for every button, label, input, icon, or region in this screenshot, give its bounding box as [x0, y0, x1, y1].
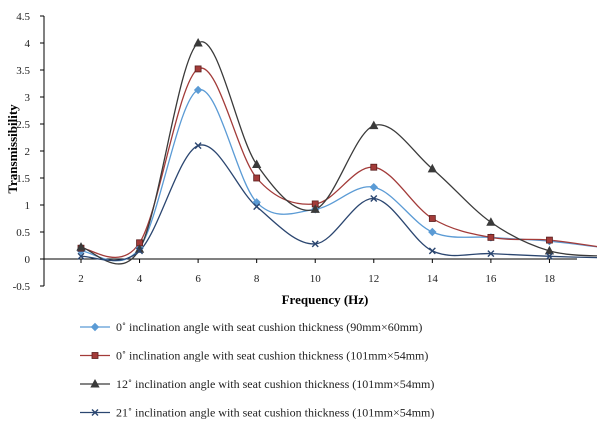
y-tick-label: 0.5 [16, 227, 30, 239]
data-point-series-3 [193, 37, 203, 47]
x-tick-label: 18 [544, 273, 556, 285]
data-point-series-2 [253, 174, 261, 182]
data-point-series-3 [544, 245, 555, 255]
legend-label: 12˚ inclination angle with seat cushion … [116, 377, 434, 391]
data-point-series-4 [77, 252, 85, 260]
data-point-series-1 [193, 85, 203, 95]
data-point-series-4 [428, 247, 436, 255]
y-tick-label: 4 [25, 38, 31, 50]
data-point-series-3 [486, 217, 496, 226]
x-tick-label: 14 [427, 273, 439, 285]
series-line-4 [80, 144, 597, 262]
series-line-3 [80, 41, 597, 265]
y-tick-label: 1 [25, 200, 31, 212]
data-point-series-2 [546, 236, 553, 244]
data-point-series-4 [194, 142, 202, 150]
data-point-series-2 [370, 163, 378, 171]
data-point-series-4 [136, 247, 144, 255]
legend-label: 0˚ inclination angle with seat cushion t… [116, 320, 422, 334]
legend-marker [90, 322, 100, 332]
y-tick-label: -0.5 [13, 281, 31, 293]
data-point-series-3 [76, 242, 86, 251]
series-markers [76, 37, 555, 260]
x-tick-label: 16 [485, 273, 497, 285]
y-tick-label: 3 [25, 92, 31, 104]
legend-marker [91, 409, 99, 416]
y-axis-ticks: -0.5 0 0.5 1 1.5 2 2.5 3 3.5 4 4.5 [13, 11, 44, 293]
x-tick-label: 10 [310, 273, 322, 285]
data-point-series-4 [370, 195, 378, 203]
series-line-1 [80, 89, 597, 262]
data-point-series-4 [545, 252, 553, 260]
data-point-series-2 [194, 65, 202, 73]
x-axis-ticks: 2468101214161820 [78, 259, 556, 285]
data-point-series-3 [369, 120, 379, 130]
data-point-series-4 [253, 203, 261, 211]
legend-item-4: 21˚ inclination angle with seat cushion … [80, 406, 434, 420]
x-tick-label: 2 [78, 273, 84, 285]
data-point-series-1 [369, 182, 378, 192]
data-point-series-3 [310, 204, 320, 213]
legend-label: 0˚ inclination angle with seat cushion t… [116, 349, 428, 363]
x-axis-title: Frequency (Hz) [282, 292, 369, 307]
series-line-2 [80, 67, 597, 258]
legend-marker [90, 378, 100, 388]
y-tick-label: 2 [25, 146, 31, 158]
x-tick-label: 6 [195, 273, 201, 285]
y-tick-label: 1.5 [16, 173, 30, 185]
data-point-series-4 [311, 240, 319, 248]
y-tick-label: 0 [25, 254, 31, 266]
legend-item-2: 0˚ inclination angle with seat cushion t… [80, 349, 428, 363]
plot-area: -0.500.511.522.533.544.5 246810121416182… [13, 11, 597, 293]
data-point-series-1 [428, 227, 437, 237]
x-tick-label: 12 [368, 273, 379, 285]
legend-marker [91, 352, 99, 359]
data-point-series-2 [428, 215, 436, 222]
data-point-series-3 [427, 163, 437, 173]
series-lines [80, 41, 597, 265]
x-tick-label: 4 [137, 273, 143, 285]
y-tick-label: 2.5 [16, 119, 30, 131]
y-axis-title: Transmissibility [5, 104, 20, 194]
legend-label: 21˚ inclination angle with seat cushion … [116, 406, 434, 420]
legend-item-1: 0˚ inclination angle with seat cushion t… [80, 320, 422, 334]
data-point-series-3 [252, 159, 262, 168]
y-tick-label: 3.5 [16, 65, 30, 77]
legend-item-3: 12˚ inclination angle with seat cushion … [80, 377, 434, 391]
x-tick-label: 8 [254, 273, 260, 285]
data-point-series-2 [487, 233, 495, 241]
legend: 0˚ inclination angle with seat cushion t… [80, 320, 434, 420]
data-point-series-4 [487, 250, 495, 258]
y-tick-label: 4.5 [16, 11, 30, 23]
